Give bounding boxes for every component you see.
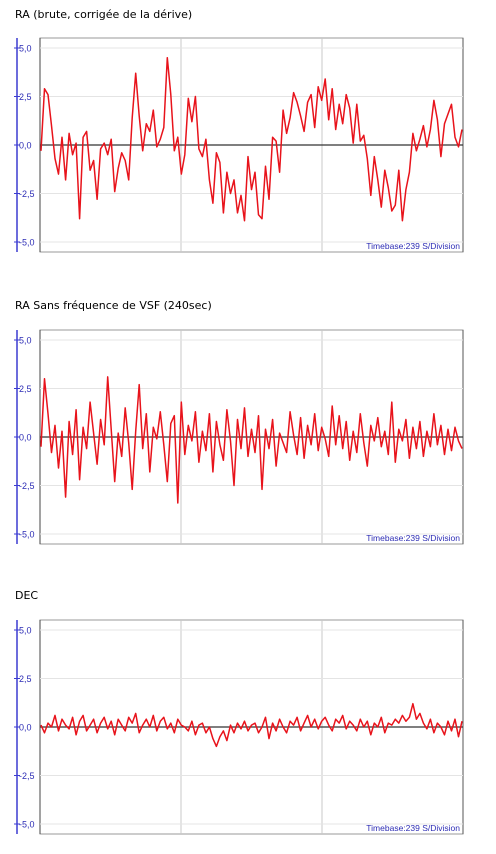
y-tick-label: -2,5 — [19, 189, 35, 199]
data-series-line — [40, 56, 463, 222]
timebase-annotation: Timebase:239 S/Division — [366, 823, 460, 833]
y-tick-label: 2,5 — [19, 384, 32, 394]
chart-title-ra-raw: RA (brute, corrigée de la dérive) — [15, 8, 193, 21]
y-tick-label: 2,5 — [19, 674, 32, 684]
y-tick-label: -2,5 — [19, 771, 35, 781]
data-series-line — [40, 376, 463, 504]
y-tick-label: 5,0 — [19, 626, 32, 636]
y-tick-label: 5,0 — [19, 44, 32, 54]
chart-dec: 5,0 2,5 0,0 -2,5 -5,0 Timebase:239 S/Division — [14, 619, 464, 835]
y-tick-label: 0,0 — [19, 141, 32, 151]
y-tick-label: 2,5 — [19, 92, 32, 102]
y-tick-label: -2,5 — [19, 481, 35, 491]
data-series-line — [40, 702, 463, 748]
y-tick-label: 0,0 — [19, 723, 32, 733]
chart-title-ra-vsf: RA Sans fréquence de VSF (240sec) — [15, 299, 212, 312]
y-tick-label: -5,0 — [19, 238, 35, 248]
y-tick-label: -5,0 — [19, 530, 35, 540]
y-tick-label: 5,0 — [19, 336, 32, 346]
chart-title-dec: DEC — [15, 589, 39, 602]
chart-ra-vsf: 5,0 2,5 0,0 -2,5 -5,0 Timebase:239 S/Division — [14, 329, 464, 545]
chart-ra-raw: 5,0 2,5 0,0 -2,5 -5,0 Timebase:239 S/Division — [14, 37, 464, 253]
timebase-annotation: Timebase:239 S/Division — [366, 241, 460, 251]
y-tick-label: -5,0 — [19, 820, 35, 830]
y-tick-label: 0,0 — [19, 433, 32, 443]
timebase-annotation: Timebase:239 S/Division — [366, 533, 460, 543]
